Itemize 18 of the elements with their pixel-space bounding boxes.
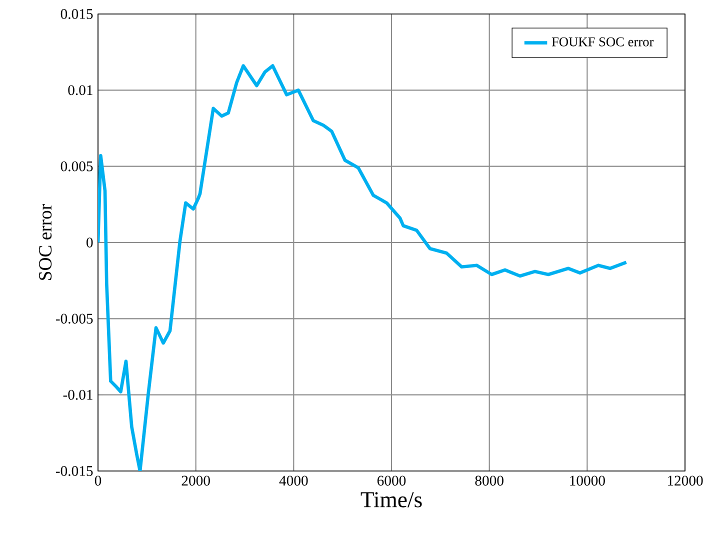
x-tick-label: 2000 <box>182 476 210 486</box>
legend-label: FOUKF SOC error <box>552 37 654 46</box>
x-tick-label: 6000 <box>377 476 406 486</box>
y-tick-label: 0.01 <box>68 85 92 96</box>
y-tick-label: -0.005 <box>56 314 93 324</box>
x-tick-label: 4000 <box>279 476 308 486</box>
x-tick-label: 10000 <box>570 476 605 486</box>
y-axis-title: SOC error <box>39 204 52 280</box>
y-tick-label: -0.01 <box>63 390 92 400</box>
line-series <box>98 64 628 471</box>
x-tick-label: 8000 <box>475 476 504 486</box>
y-tick-label: 0.015 <box>60 9 93 19</box>
x-tick-label: 0 <box>94 476 102 486</box>
y-tick-label: 0.005 <box>60 161 93 172</box>
x-axis-title: Time/s <box>360 492 422 508</box>
y-tick-label: -0.015 <box>56 466 93 476</box>
y-tick-label: 0 <box>86 238 93 248</box>
x-tick-label: 12000 <box>668 476 703 486</box>
